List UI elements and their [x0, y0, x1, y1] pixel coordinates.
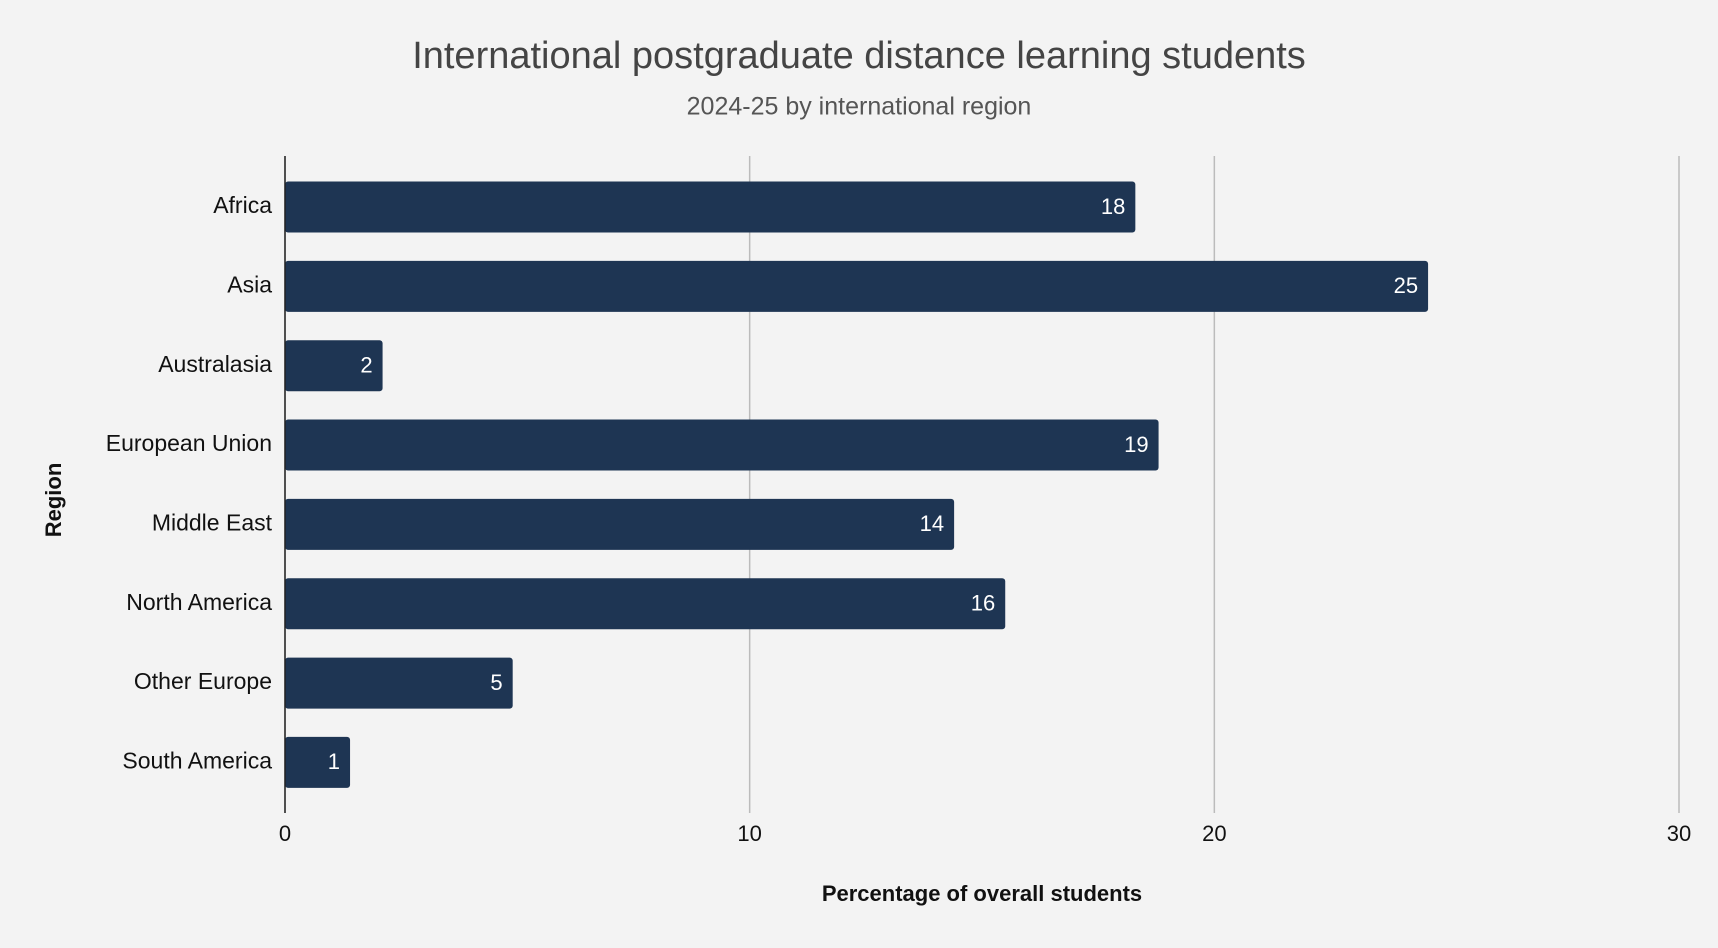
bar: [285, 657, 513, 709]
x-tick-label: 10: [737, 821, 761, 846]
value-label: 5: [490, 670, 502, 695]
x-tick-label: 20: [1202, 821, 1226, 846]
y-tick-label: Middle East: [152, 509, 273, 535]
value-label: 1: [328, 749, 340, 774]
chart-subtitle: 2024-25 by international region: [687, 93, 1032, 121]
y-tick-label: South America: [122, 748, 272, 774]
value-label: 2: [360, 353, 372, 378]
chart-title: International postgraduate distance lear…: [412, 35, 1306, 77]
bar: [285, 340, 383, 392]
bar: [285, 736, 351, 788]
bar: [285, 498, 955, 550]
y-tick-label: Asia: [227, 271, 272, 297]
y-tick-label: Australasia: [158, 351, 272, 377]
y-axis-title: Region: [41, 463, 66, 538]
value-label: 14: [920, 511, 944, 536]
bar: [285, 419, 1159, 471]
value-label: 19: [1124, 432, 1148, 457]
bar: [285, 260, 1429, 312]
value-label: 25: [1394, 273, 1418, 298]
bar: [285, 181, 1136, 233]
value-label: 18: [1101, 194, 1125, 219]
y-tick-label: Africa: [213, 192, 272, 218]
y-tick-label: European Union: [106, 430, 272, 456]
y-tick-label: Other Europe: [134, 668, 272, 694]
x-tick-label: 30: [1667, 821, 1691, 846]
x-tick-label: 0: [279, 821, 291, 846]
x-axis-title: Percentage of overall students: [822, 881, 1142, 906]
y-tick-label: North America: [126, 589, 272, 615]
value-label: 16: [971, 591, 995, 616]
bar: [285, 578, 1006, 630]
